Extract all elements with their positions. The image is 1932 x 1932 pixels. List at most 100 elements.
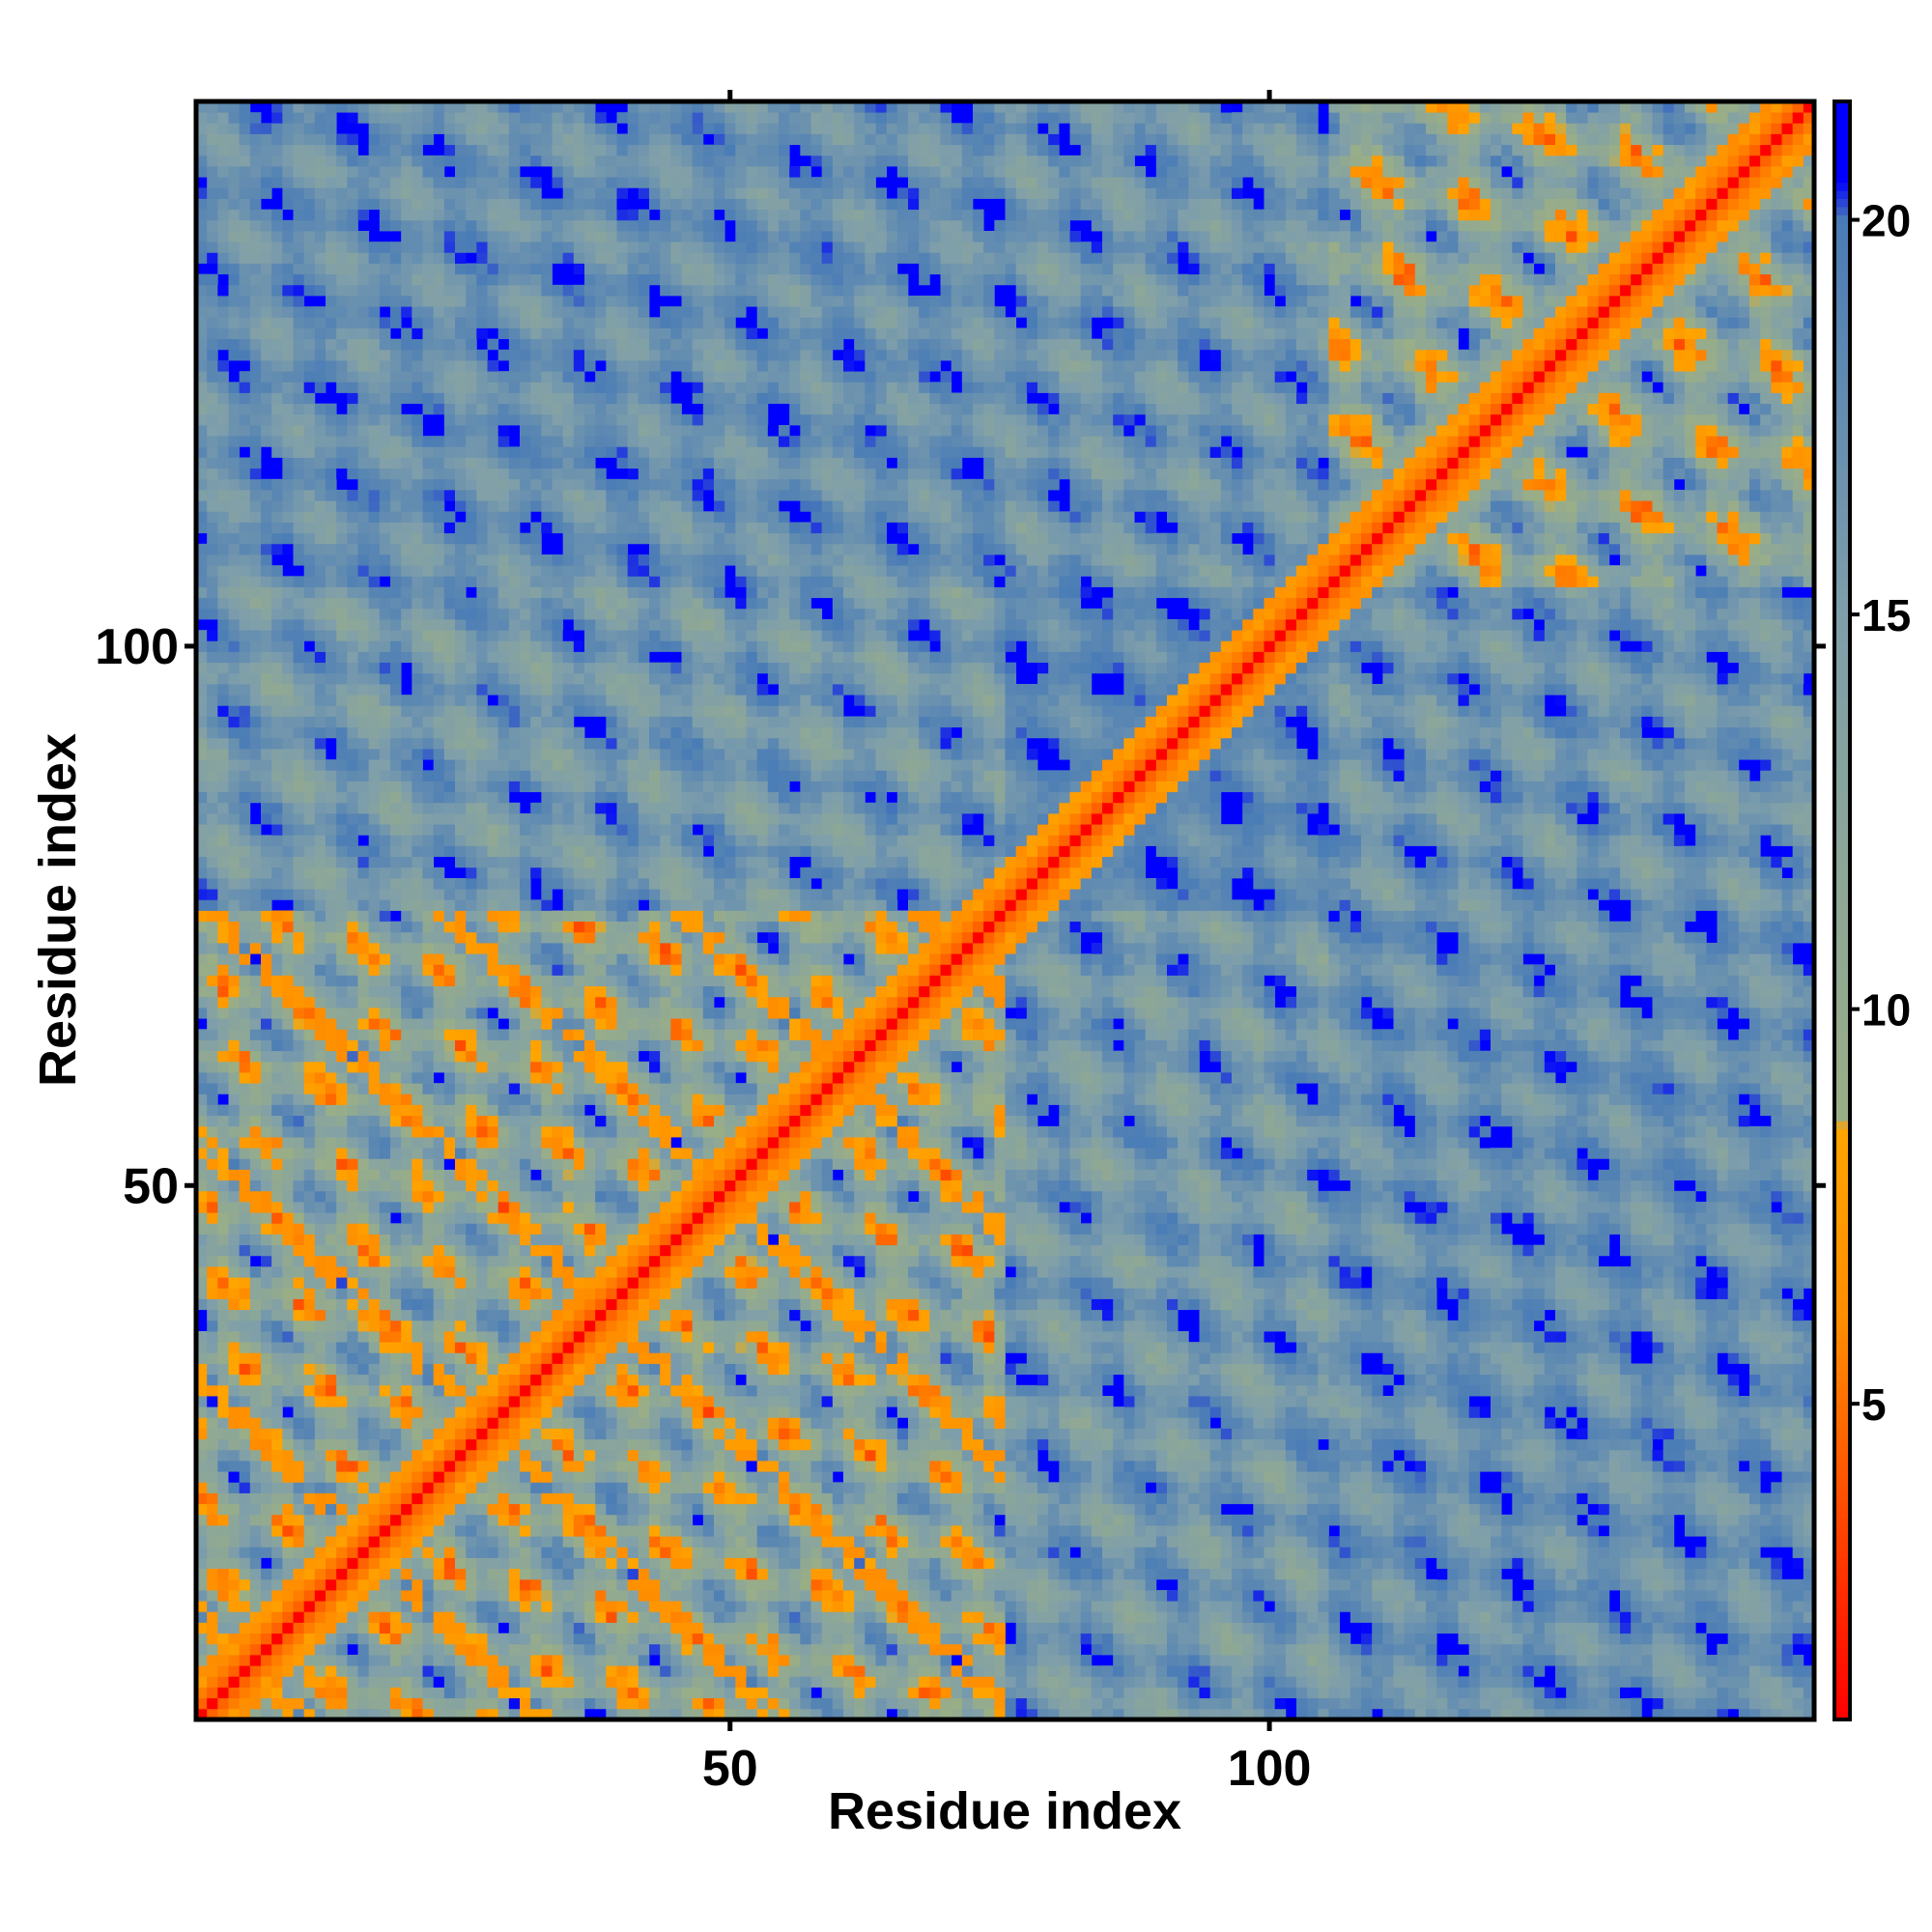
heatmap-cell (520, 651, 531, 664)
heatmap-cell (336, 1008, 348, 1019)
heatmap-cell (401, 1039, 412, 1052)
heatmap-cell (455, 198, 467, 211)
heatmap-cell (455, 413, 467, 426)
heatmap-cell (249, 1374, 262, 1386)
heatmap-cell (412, 845, 423, 858)
heatmap-cell (228, 349, 241, 361)
heatmap-cell (401, 296, 412, 307)
heatmap-cell (443, 953, 456, 965)
heatmap-cell (282, 1202, 294, 1213)
heatmap-cell (443, 1342, 456, 1353)
heatmap-cell (455, 360, 467, 372)
heatmap-cell (217, 1396, 229, 1407)
heatmap-cell (412, 943, 423, 954)
heatmap-cell (455, 1461, 467, 1472)
heatmap-cell (347, 1298, 358, 1311)
heatmap-cell (196, 1406, 208, 1418)
heatmap-cell (303, 672, 316, 685)
heatmap-cell (455, 436, 467, 447)
heatmap-cell (293, 101, 305, 113)
heatmap-cell (466, 543, 477, 555)
heatmap-cell (228, 985, 241, 998)
heatmap-cell (401, 1428, 412, 1440)
heatmap-cell (347, 1374, 358, 1386)
heatmap-cell (422, 371, 435, 383)
heatmap-cell (520, 1190, 531, 1203)
heatmap-cell (261, 975, 272, 987)
heatmap-cell (217, 1482, 229, 1493)
heatmap-cell (314, 1072, 327, 1084)
heatmap-cell (326, 1503, 337, 1516)
heatmap-cell (401, 1514, 412, 1526)
heatmap-cell (314, 219, 327, 232)
heatmap-cell (466, 198, 477, 211)
heatmap-cell (541, 1039, 553, 1052)
heatmap-cell (357, 608, 370, 620)
heatmap-cell (401, 1503, 412, 1516)
heatmap-cell (207, 231, 218, 242)
heatmap-cell (196, 1244, 208, 1257)
heatmap-cell (443, 1223, 456, 1235)
heatmap-cell (433, 543, 445, 555)
heatmap-cell (508, 1503, 521, 1516)
heatmap-cell (390, 597, 402, 610)
heatmap-cell (357, 640, 370, 652)
heatmap-cell (520, 716, 531, 728)
heatmap-cell (401, 478, 412, 491)
heatmap-cell (239, 1601, 251, 1612)
heatmap-cell (282, 845, 294, 858)
heatmap-cell (249, 1665, 262, 1677)
heatmap-cell (368, 543, 381, 555)
heatmap-cell (196, 1137, 208, 1149)
heatmap-cell (249, 522, 262, 534)
heatmap-cell (261, 1622, 272, 1634)
heatmap-cell (466, 1417, 477, 1429)
heatmap-cell (261, 219, 272, 232)
heatmap-cell (476, 1094, 488, 1105)
heatmap-cell (314, 382, 327, 393)
heatmap-cell (401, 695, 412, 706)
heatmap-cell (455, 1104, 467, 1117)
heatmap-cell (368, 802, 381, 814)
heatmap-cell (368, 522, 381, 534)
heatmap-cell (293, 953, 305, 965)
heatmap-cell (552, 1104, 564, 1117)
heatmap-cell (455, 1697, 467, 1710)
heatmap-cell (336, 1514, 348, 1526)
heatmap-cell (282, 446, 294, 458)
heatmap-cell (357, 1611, 370, 1623)
heatmap-cell (282, 490, 294, 501)
heatmap-cell (271, 252, 283, 264)
heatmap-cell (249, 1428, 262, 1440)
heatmap-cell (357, 349, 370, 361)
heatmap-cell (541, 144, 553, 156)
heatmap-cell (336, 1655, 348, 1666)
heatmap-cell (541, 1179, 553, 1192)
heatmap-cell (455, 1244, 467, 1257)
heatmap-cell (433, 1179, 445, 1192)
heatmap-cell (443, 1352, 456, 1364)
heatmap-cell (207, 597, 218, 610)
heatmap-cell (326, 672, 337, 685)
heatmap-cell (357, 899, 370, 911)
heatmap-cell (443, 975, 456, 987)
heatmap-cell (487, 1029, 499, 1040)
heatmap-cell (293, 1244, 305, 1257)
heatmap-cell (326, 1438, 337, 1451)
heatmap-cell (271, 112, 283, 124)
heatmap-cell (412, 1708, 423, 1720)
heatmap-cell (443, 177, 456, 188)
heatmap-cell (217, 263, 229, 275)
heatmap-cell (487, 1482, 499, 1493)
heatmap-cell (541, 931, 553, 944)
heatmap-cell (455, 1148, 467, 1159)
heatmap-cell (390, 964, 402, 976)
heatmap-cell (390, 317, 402, 328)
heatmap-cell (562, 1676, 575, 1688)
heatmap-cell (293, 737, 305, 750)
heatmap-cell (401, 889, 412, 900)
heatmap-cell (412, 910, 423, 923)
heatmap-cell (530, 695, 542, 706)
heatmap-cell (271, 878, 283, 890)
heatmap-cell (552, 1331, 564, 1343)
